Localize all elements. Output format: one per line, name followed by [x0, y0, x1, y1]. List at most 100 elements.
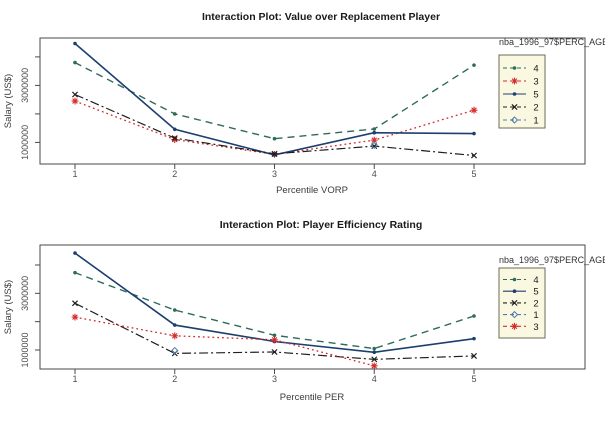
vorp-x-axis-label: Percentile VORP [276, 185, 348, 196]
legend-label: 5 [533, 90, 538, 101]
dot-marker [472, 131, 476, 136]
dot-marker [512, 66, 517, 70]
legend-label: 4 [533, 64, 538, 75]
legend-item-4: 4 [503, 64, 539, 75]
x-marker [271, 348, 278, 355]
x-tick-label: 5 [471, 169, 476, 179]
x-tick-label: 1 [72, 169, 77, 179]
x-marker [71, 300, 79, 307]
legend-item-2: 2 [503, 103, 539, 114]
y-tick-label: 1000000 [20, 332, 30, 367]
y-tick-label: 3000000 [20, 276, 30, 311]
per-x-axis-label: Percentile PER [280, 392, 345, 403]
asterisk-marker [271, 336, 278, 344]
vorp-y-axis-label: Salary (US$) [3, 74, 14, 128]
asterisk-marker [71, 97, 79, 105]
series-4 [73, 270, 476, 351]
per-y-axis-label: Salary (US$) [3, 280, 14, 334]
asterisk-marker [511, 322, 518, 330]
series-line-2 [74, 302, 475, 360]
dot-marker [172, 323, 177, 327]
plot-border [39, 37, 586, 165]
legend-item-1: 1 [503, 310, 539, 321]
asterisk-marker [370, 136, 378, 144]
dot-marker [73, 41, 77, 46]
per-legend-title: nba_1996_97$PERC_AGE [499, 255, 605, 265]
dot-marker [73, 60, 77, 65]
dot-marker [372, 127, 377, 131]
per-chart-title: Interaction Plot: Player Efficiency Rati… [220, 219, 422, 231]
asterisk-marker [370, 362, 378, 370]
series-4 [73, 60, 476, 141]
series-line-3 [74, 316, 375, 367]
series-1 [171, 346, 179, 355]
legend-item-4: 4 [503, 275, 539, 286]
asterisk-marker [171, 136, 179, 143]
diamond-marker [510, 116, 519, 124]
x-marker [71, 91, 79, 98]
dot-marker [472, 314, 476, 318]
x-marker [371, 356, 378, 363]
legend-item-5: 5 [503, 90, 539, 101]
legend-item-3: 3 [503, 322, 539, 333]
x-tick-label: 4 [372, 169, 377, 179]
x-tick-label: 2 [172, 374, 177, 384]
asterisk-marker [171, 332, 179, 340]
dot-marker [472, 63, 476, 67]
legend-label: 3 [533, 77, 538, 88]
diamond-marker [510, 310, 519, 319]
x-tick-label: 3 [272, 169, 277, 179]
x-tick-label: 2 [172, 169, 177, 179]
x-tick-label: 5 [471, 374, 476, 384]
series-1 [370, 141, 378, 149]
legend-label: 5 [533, 287, 538, 298]
dot-marker [172, 308, 177, 312]
y-tick-label: 3000000 [20, 68, 30, 103]
dot-marker [272, 136, 277, 141]
dot-marker [73, 251, 77, 255]
series-3 [71, 97, 478, 158]
legend-label: 2 [533, 103, 538, 114]
legend-label: 1 [533, 116, 538, 127]
dot-marker [512, 277, 517, 282]
x-marker [271, 150, 278, 157]
dot-marker [172, 112, 177, 116]
diamond-marker [171, 346, 179, 355]
asterisk-marker [511, 77, 518, 85]
legend-label: 3 [533, 322, 538, 333]
x-marker [171, 135, 178, 142]
y-tick-label: 1000000 [20, 125, 30, 160]
series-5 [73, 41, 476, 157]
dot-marker [472, 336, 476, 341]
legend-item-1: 1 [503, 116, 539, 127]
x-tick-label: 1 [72, 374, 77, 384]
legend-label: 1 [533, 310, 538, 321]
asterisk-marker [71, 313, 79, 321]
diamond-marker [370, 141, 378, 149]
vorp-legend-title: nba_1996_97$PERC_AGE [499, 37, 605, 47]
vorp-plot-area: 1000000 3000000 1 2 3 4 5 4 3 5 2 1 [20, 37, 586, 179]
dot-marker [372, 346, 377, 351]
x-marker [511, 103, 518, 111]
legend-label: 4 [533, 275, 538, 286]
asterisk-marker [470, 106, 478, 114]
x-tick-label: 4 [372, 374, 377, 384]
series-line-4 [74, 61, 475, 140]
series-2 [71, 91, 478, 159]
dot-marker [512, 289, 517, 294]
x-marker [470, 152, 478, 159]
series-line-3 [74, 100, 475, 156]
legend-item-5: 5 [503, 287, 539, 298]
dot-marker [372, 130, 377, 135]
legend-label: 2 [533, 298, 538, 309]
dot-marker [172, 127, 177, 132]
dot-marker [372, 350, 377, 355]
dot-marker [512, 92, 517, 96]
vorp-chart-title: Interaction Plot: Value over Replacement… [202, 11, 440, 23]
legend-item-3: 3 [503, 77, 539, 88]
dot-marker [272, 333, 277, 338]
x-tick-label: 3 [272, 374, 277, 384]
